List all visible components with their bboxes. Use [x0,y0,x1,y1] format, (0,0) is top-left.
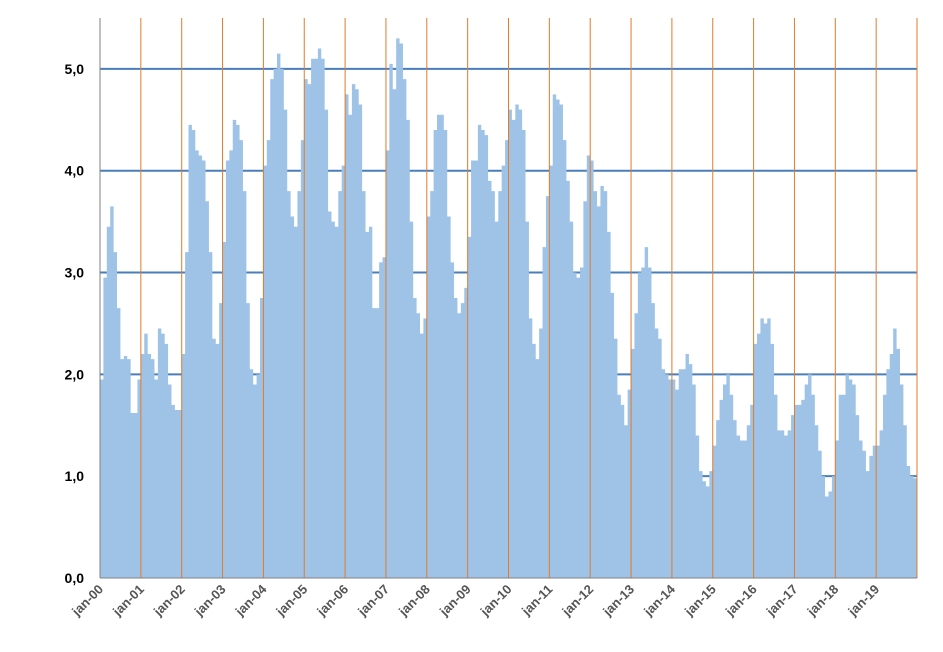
x-tick-label: jan-03 [191,582,229,620]
vertical-gridlines [99,18,918,578]
x-tick-label: jan-10 [477,582,515,620]
y-tick-label: 3,0 [65,265,85,281]
x-tick-label: jan-12 [558,582,596,620]
x-tick-label: jan-15 [681,582,719,620]
axes [99,18,917,579]
y-tick-labels: 0,0 1,0 2,0 3,0 4,0 5,0 [65,61,85,586]
x-tick-label: jan-02 [150,582,188,620]
x-tick-label: jan-00 [68,582,106,620]
x-tick-label: jan-04 [232,581,270,619]
y-tick-label: 1,0 [65,468,85,484]
x-tick-label: jan-05 [272,582,310,620]
x-tick-label: jan-17 [763,582,801,620]
x-tick-label: jan-01 [109,582,147,620]
x-tick-label: jan-16 [722,582,760,620]
x-tick-label: jan-13 [599,582,637,620]
x-tick-label: jan-09 [436,582,474,620]
y-tick-label: 5,0 [65,61,85,77]
x-tick-label: jan-18 [804,582,842,620]
y-tick-label: 2,0 [65,366,85,382]
x-tick-labels: jan-00 jan-01 jan-02 jan-03 jan-04 jan-05 jan-… [68,581,882,619]
y-tick-label: 0,0 [65,570,85,586]
x-tick-label: jan-06 [313,582,351,620]
x-tick-label: jan-14 [640,581,678,619]
x-tick-label: jan-07 [354,582,392,620]
y-tick-label: 4,0 [65,163,85,179]
x-tick-label: jan-19 [844,582,882,620]
x-tick-label: jan-11 [518,582,555,619]
x-tick-label: jan-08 [395,582,433,620]
